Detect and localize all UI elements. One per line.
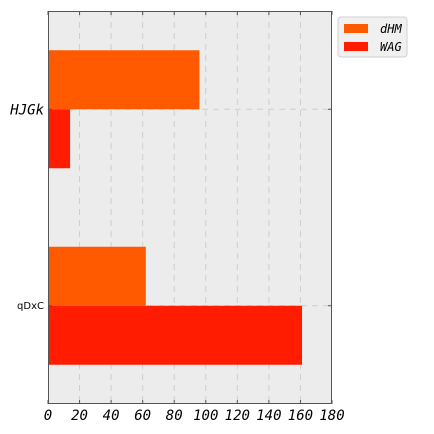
x-tick-label: 40 <box>103 408 120 424</box>
x-tick-label: 60 <box>134 408 151 424</box>
bar-dHM-HJGk <box>48 50 200 110</box>
legend-swatch-WAG <box>344 42 368 51</box>
bar-WAG-qDxC <box>48 305 303 365</box>
plot-frame <box>48 11 332 404</box>
x-tick-label: 160 <box>288 408 313 424</box>
y-tick-label: qDxC <box>17 301 44 312</box>
x-axis-ticks: 0 20 40 60 80 100 120 140 160 180 <box>44 11 345 424</box>
y-axis-ticks: HJGk qDxC <box>9 102 332 312</box>
y-tick-label: HJGk <box>9 102 44 118</box>
x-tick-label: 140 <box>256 408 281 424</box>
legend: dHM WAG <box>337 16 408 58</box>
legend-label-WAG: WAG <box>380 40 402 54</box>
bar-dHM-qDxC <box>48 246 146 306</box>
x-tick-label: 0 <box>44 408 52 424</box>
x-tick-label: 20 <box>71 408 88 424</box>
legend-swatch-dHM <box>344 24 368 33</box>
x-tick-label: 180 <box>319 408 344 424</box>
x-tick-label: 80 <box>166 408 183 424</box>
bar-WAG-HJGk <box>48 109 71 169</box>
bars <box>48 50 303 365</box>
legend-label-dHM: dHM <box>380 22 402 36</box>
x-tick-label: 100 <box>193 408 218 424</box>
x-tick-label: 120 <box>225 408 250 424</box>
